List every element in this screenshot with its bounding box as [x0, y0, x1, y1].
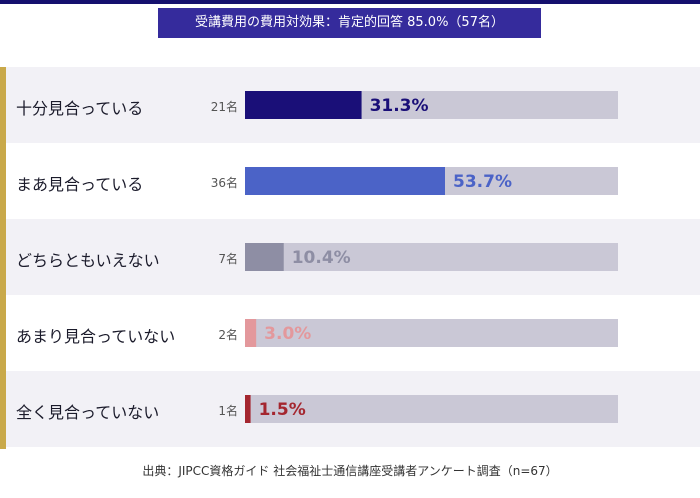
category-label: 全く見合っていない: [16, 403, 160, 422]
top-rule: [0, 0, 700, 4]
count-label: 7名: [218, 252, 238, 266]
bar: [245, 319, 257, 347]
category-label: どちらともいえない: [16, 251, 160, 270]
count-label: 2名: [218, 328, 238, 342]
category-label: まあ見合っている: [16, 175, 144, 194]
count-label: 1名: [218, 404, 238, 418]
value-label: 3.0%: [264, 324, 311, 344]
bar: [245, 167, 445, 195]
bar: [245, 91, 362, 119]
bar: [245, 243, 284, 271]
category-label: あまり見合っていない: [16, 327, 176, 346]
accent-bar: [0, 67, 6, 449]
bar: [245, 395, 251, 423]
count-label: 36名: [210, 176, 238, 190]
value-label: 1.5%: [259, 400, 306, 420]
category-label: 十分見合っている: [16, 99, 144, 118]
count-label: 21名: [210, 100, 238, 114]
source-note: 出典：JIPCC資格ガイド 社会福祉士通信講座受講者アンケート調査（n=67）: [142, 464, 558, 478]
value-label: 10.4%: [292, 248, 351, 268]
value-label: 31.3%: [370, 96, 429, 116]
bar-track: [245, 319, 618, 347]
value-label: 53.7%: [453, 172, 512, 192]
chart-title: 受講費用の費用対効果：肯定的回答 85.0%（57名）: [158, 8, 541, 38]
bar-track: [245, 243, 618, 271]
bar-track: [245, 395, 618, 423]
